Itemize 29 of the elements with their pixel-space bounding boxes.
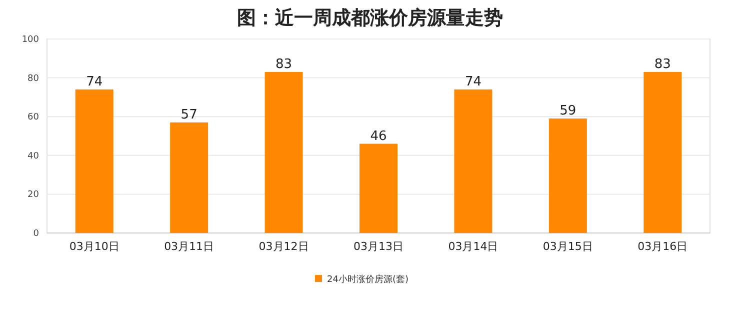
x-tick-label: 03月11日 [164, 240, 214, 253]
bar [170, 122, 208, 233]
y-tick-label: 80 [28, 74, 40, 84]
x-tick-label: 03月15日 [542, 240, 593, 253]
y-tick-label: 60 [28, 112, 40, 123]
x-tick-label: 03月14日 [448, 240, 498, 253]
y-tick-label: 100 [22, 35, 40, 45]
legend-label: 24小时涨价房源(套) [327, 274, 408, 285]
y-tick-label: 40 [28, 151, 40, 162]
data-label: 83 [654, 56, 671, 72]
bar [644, 72, 682, 233]
data-label: 74 [464, 74, 482, 90]
bar [264, 72, 303, 233]
bar [360, 144, 398, 233]
data-label: 83 [276, 56, 292, 72]
x-tick-label: 03月16日 [638, 240, 688, 253]
y-tick-label: 20 [28, 190, 40, 200]
chart-title: 图：近一周成都涨价房源量走势 [237, 7, 503, 29]
bar [75, 89, 114, 233]
x-tick-label: 03月13日 [354, 240, 404, 253]
bar [454, 89, 492, 233]
x-tick-label: 03月10日 [69, 240, 120, 253]
data-label: 59 [560, 104, 576, 119]
data-label: 74 [86, 74, 103, 90]
bar [548, 118, 587, 233]
data-label: 57 [180, 107, 198, 122]
data-label: 46 [370, 128, 387, 144]
x-tick-label: 03月12日 [258, 240, 309, 253]
y-tick-label: 0 [33, 229, 40, 239]
